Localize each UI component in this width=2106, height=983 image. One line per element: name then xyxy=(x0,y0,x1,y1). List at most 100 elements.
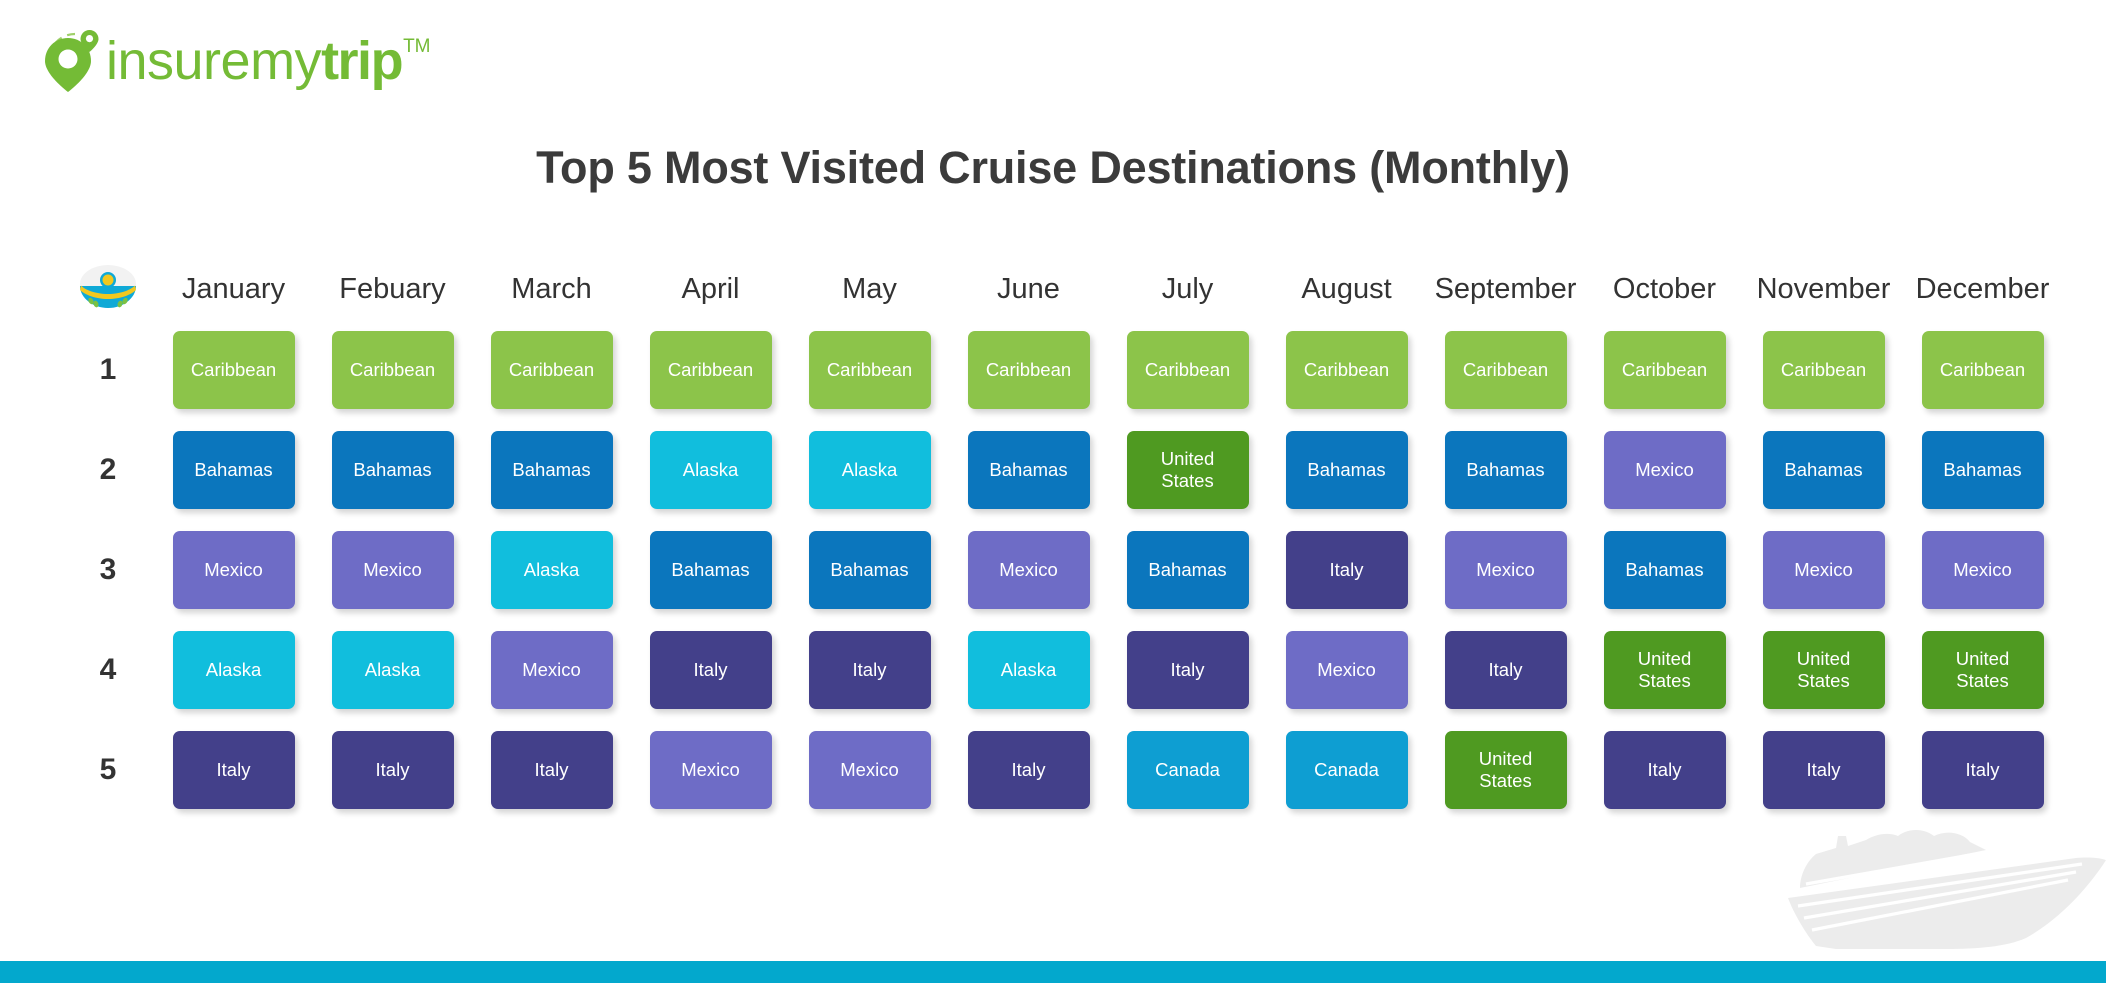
destination-tile-august-rank-4[interactable]: Mexico xyxy=(1285,631,1408,709)
destination-tile-july-rank-4[interactable]: Italy xyxy=(1126,631,1249,709)
destination-tile-october-rank-5[interactable]: Italy xyxy=(1603,731,1726,809)
destination-tile-december-rank-2[interactable]: Bahamas xyxy=(1921,431,2044,509)
month-header-november: November xyxy=(1756,272,1891,305)
grid-row-rank-1: 1 Caribbean Caribbean Caribbean Caribbean Car… xyxy=(62,320,2062,420)
destination-tile-august-rank-1[interactable]: Caribbean xyxy=(1285,331,1408,409)
tile-cell: Alaska xyxy=(949,631,1108,709)
tile-cell: Bahamas xyxy=(1267,431,1426,509)
destination-tile-may-rank-3[interactable]: Bahamas xyxy=(808,531,931,609)
month-header-february: Febuary xyxy=(339,272,446,305)
destination-tile-febuary-rank-1[interactable]: Caribbean xyxy=(331,331,454,409)
destination-tile-september-rank-2[interactable]: Bahamas xyxy=(1444,431,1567,509)
month-header-april: April xyxy=(681,272,740,305)
destination-tile-may-rank-4[interactable]: Italy xyxy=(808,631,931,709)
grid-rows-container: 1 Caribbean Caribbean Caribbean Caribbean Car… xyxy=(62,320,2062,820)
cruise-ship-watermark-icon xyxy=(1776,814,2106,954)
month-header-october: October xyxy=(1612,272,1717,305)
tile-cell: Bahamas xyxy=(1585,531,1744,609)
destination-tile-may-rank-2[interactable]: Alaska xyxy=(808,431,931,509)
destination-tile-june-rank-3[interactable]: Mexico xyxy=(967,531,1090,609)
destination-tile-december-rank-4[interactable]: United States xyxy=(1921,631,2044,709)
logo-wordmark: insuremytrip xyxy=(106,30,404,92)
destination-tile-december-rank-5[interactable]: Italy xyxy=(1921,731,2044,809)
destination-tile-febuary-rank-5[interactable]: Italy xyxy=(331,731,454,809)
tile-cell: Caribbean xyxy=(313,331,472,409)
destination-tile-january-rank-4[interactable]: Alaska xyxy=(172,631,295,709)
tile-cell: Bahamas xyxy=(313,431,472,509)
destination-tile-november-rank-2[interactable]: Bahamas xyxy=(1762,431,1885,509)
destination-tile-september-rank-1[interactable]: Caribbean xyxy=(1444,331,1567,409)
destination-tile-september-rank-4[interactable]: Italy xyxy=(1444,631,1567,709)
destination-tile-november-rank-1[interactable]: Caribbean xyxy=(1762,331,1885,409)
destination-tile-august-rank-2[interactable]: Bahamas xyxy=(1285,431,1408,509)
tile-cell: Italy xyxy=(1585,731,1744,809)
captain-hat-icon xyxy=(76,260,140,319)
destination-tile-may-rank-5[interactable]: Mexico xyxy=(808,731,931,809)
destination-tile-september-rank-5[interactable]: United States xyxy=(1444,731,1567,809)
destination-tile-march-rank-5[interactable]: Italy xyxy=(490,731,613,809)
destination-tile-october-rank-2[interactable]: Mexico xyxy=(1603,431,1726,509)
destination-tile-april-rank-4[interactable]: Italy xyxy=(649,631,772,709)
destination-tile-may-rank-1[interactable]: Caribbean xyxy=(808,331,931,409)
destination-tile-march-rank-4[interactable]: Mexico xyxy=(490,631,613,709)
destination-tile-febuary-rank-4[interactable]: Alaska xyxy=(331,631,454,709)
tile-cell: Italy xyxy=(472,731,631,809)
tile-cell: Mexico xyxy=(1744,531,1903,609)
destination-tile-febuary-rank-2[interactable]: Bahamas xyxy=(331,431,454,509)
destination-tile-april-rank-5[interactable]: Mexico xyxy=(649,731,772,809)
tile-cell: United States xyxy=(1108,431,1267,509)
grid-row-rank-5: 5 Italy Italy Italy Mexico Mexico Italy Canada C… xyxy=(62,720,2062,820)
destination-tile-october-rank-3[interactable]: Bahamas xyxy=(1603,531,1726,609)
rank-label-5: 5 xyxy=(99,753,117,786)
destination-tile-november-rank-4[interactable]: United States xyxy=(1762,631,1885,709)
tile-cell: Caribbean xyxy=(1744,331,1903,409)
tile-cell: Italy xyxy=(313,731,472,809)
grid-row-rank-2: 2 Bahamas Bahamas Bahamas Alaska Alaska Bahama… xyxy=(62,420,2062,520)
tile-cell: Mexico xyxy=(1585,431,1744,509)
tile-cell: Caribbean xyxy=(472,331,631,409)
destination-tile-august-rank-3[interactable]: Italy xyxy=(1285,531,1408,609)
destination-tile-january-rank-3[interactable]: Mexico xyxy=(172,531,295,609)
logo-trademark: TM xyxy=(403,36,431,57)
destination-tile-december-rank-1[interactable]: Caribbean xyxy=(1921,331,2044,409)
tile-cell: Caribbean xyxy=(1267,331,1426,409)
destination-tile-june-rank-4[interactable]: Alaska xyxy=(967,631,1090,709)
destination-tile-august-rank-5[interactable]: Canada xyxy=(1285,731,1408,809)
destination-tile-july-rank-3[interactable]: Bahamas xyxy=(1126,531,1249,609)
destination-tile-january-rank-1[interactable]: Caribbean xyxy=(172,331,295,409)
destination-tile-july-rank-5[interactable]: Canada xyxy=(1126,731,1249,809)
destination-tile-march-rank-3[interactable]: Alaska xyxy=(490,531,613,609)
destination-tile-july-rank-2[interactable]: United States xyxy=(1126,431,1249,509)
destination-tile-june-rank-2[interactable]: Bahamas xyxy=(967,431,1090,509)
destinations-grid: January Febuary March April May June Jul… xyxy=(62,258,2062,820)
destination-tile-november-rank-5[interactable]: Italy xyxy=(1762,731,1885,809)
destination-tile-october-rank-4[interactable]: United States xyxy=(1603,631,1726,709)
destination-tile-january-rank-5[interactable]: Italy xyxy=(172,731,295,809)
destination-tile-march-rank-1[interactable]: Caribbean xyxy=(490,331,613,409)
destination-tile-january-rank-2[interactable]: Bahamas xyxy=(172,431,295,509)
destination-tile-april-rank-1[interactable]: Caribbean xyxy=(649,331,772,409)
destination-tile-june-rank-5[interactable]: Italy xyxy=(967,731,1090,809)
destination-tile-june-rank-1[interactable]: Caribbean xyxy=(967,331,1090,409)
destination-tile-april-rank-3[interactable]: Bahamas xyxy=(649,531,772,609)
destination-tile-october-rank-1[interactable]: Caribbean xyxy=(1603,331,1726,409)
tile-cell: Alaska xyxy=(154,631,313,709)
tile-cell: Mexico xyxy=(1426,531,1585,609)
tile-cell: Italy xyxy=(1108,631,1267,709)
tile-cell: Italy xyxy=(154,731,313,809)
destination-tile-july-rank-1[interactable]: Caribbean xyxy=(1126,331,1249,409)
tile-cell: Bahamas xyxy=(154,431,313,509)
tile-cell: Italy xyxy=(790,631,949,709)
destination-tile-november-rank-3[interactable]: Mexico xyxy=(1762,531,1885,609)
tile-cell: United States xyxy=(1426,731,1585,809)
destination-tile-december-rank-3[interactable]: Mexico xyxy=(1921,531,2044,609)
destination-tile-febuary-rank-3[interactable]: Mexico xyxy=(331,531,454,609)
destination-tile-september-rank-3[interactable]: Mexico xyxy=(1444,531,1567,609)
destination-tile-april-rank-2[interactable]: Alaska xyxy=(649,431,772,509)
bottom-accent-bar xyxy=(0,961,2106,983)
destination-tile-march-rank-2[interactable]: Bahamas xyxy=(490,431,613,509)
tile-cell: Mexico xyxy=(472,631,631,709)
rank-label-4: 4 xyxy=(99,653,117,686)
tile-cell: Alaska xyxy=(631,431,790,509)
